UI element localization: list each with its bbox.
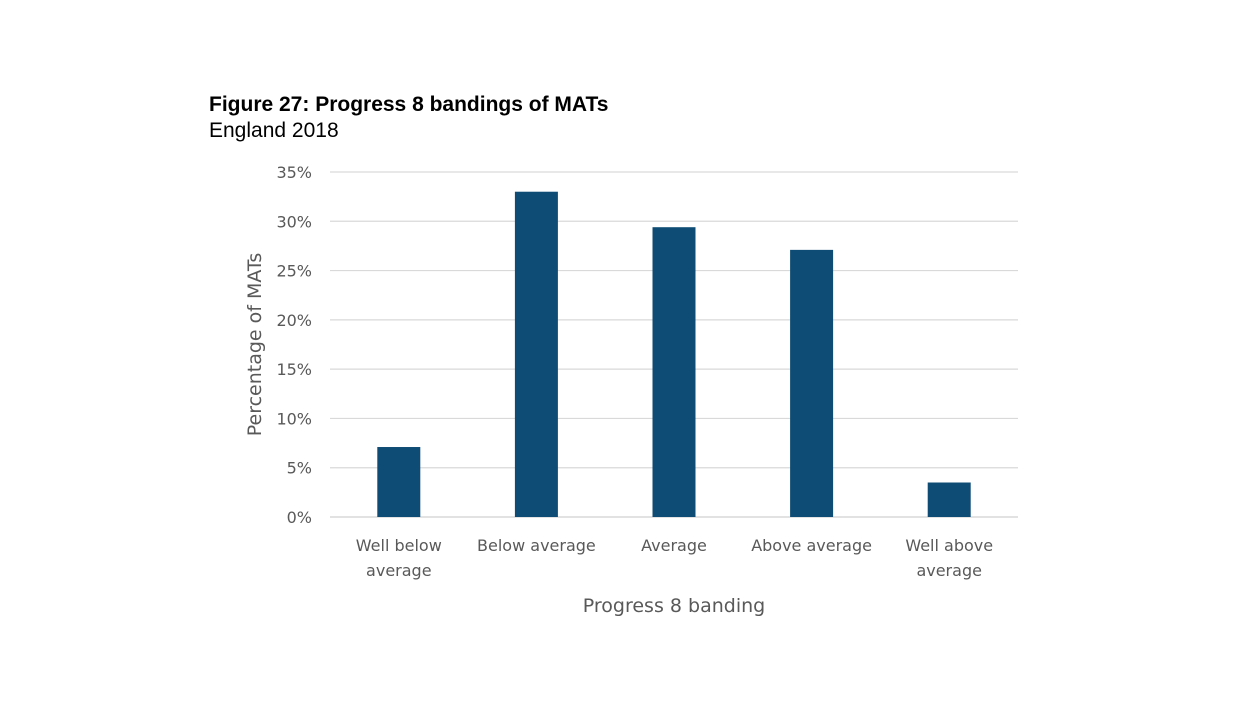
x-category-label: Below average xyxy=(477,536,596,555)
bar xyxy=(652,227,696,517)
bar xyxy=(377,447,421,517)
y-tick-label: 5% xyxy=(287,459,312,478)
y-tick-label: 20% xyxy=(276,311,312,330)
x-category-labels: Well below average Below average Average Abo… xyxy=(356,536,993,580)
x-category-label-line: Above average xyxy=(751,536,872,555)
bar xyxy=(514,191,558,517)
x-category-label-line: Below average xyxy=(477,536,596,555)
y-tick-labels: 0% 5% 10% 15% 20% 25% 30% 35% xyxy=(276,163,312,527)
x-category-label-line: average xyxy=(366,561,432,580)
y-tick-label: 10% xyxy=(276,409,312,428)
bar xyxy=(927,482,971,517)
y-axis-label: Percentage of MATs xyxy=(244,253,266,437)
y-tick-label: 30% xyxy=(276,212,312,231)
x-category-label-line: Well above xyxy=(905,536,993,555)
gridlines xyxy=(330,171,1018,518)
x-category-label: Well below average xyxy=(356,536,442,580)
x-category-label: Average xyxy=(641,536,707,555)
x-axis-label: Progress 8 banding xyxy=(583,595,765,617)
bars xyxy=(377,191,971,517)
y-tick-label: 0% xyxy=(287,508,312,527)
x-category-label: Well above average xyxy=(905,536,993,580)
y-tick-label: 15% xyxy=(276,360,312,379)
x-category-label: Above average xyxy=(751,536,872,555)
bar xyxy=(790,249,834,517)
figure-title: Figure 27: Progress 8 bandings of MATs xyxy=(209,93,609,116)
x-category-label-line: average xyxy=(916,561,982,580)
x-category-label-line: Average xyxy=(641,536,707,555)
y-tick-label: 25% xyxy=(276,262,312,281)
y-tick-label: 35% xyxy=(276,163,312,182)
figure-subtitle: England 2018 xyxy=(209,119,339,142)
x-category-label-line: Well below xyxy=(356,536,442,555)
